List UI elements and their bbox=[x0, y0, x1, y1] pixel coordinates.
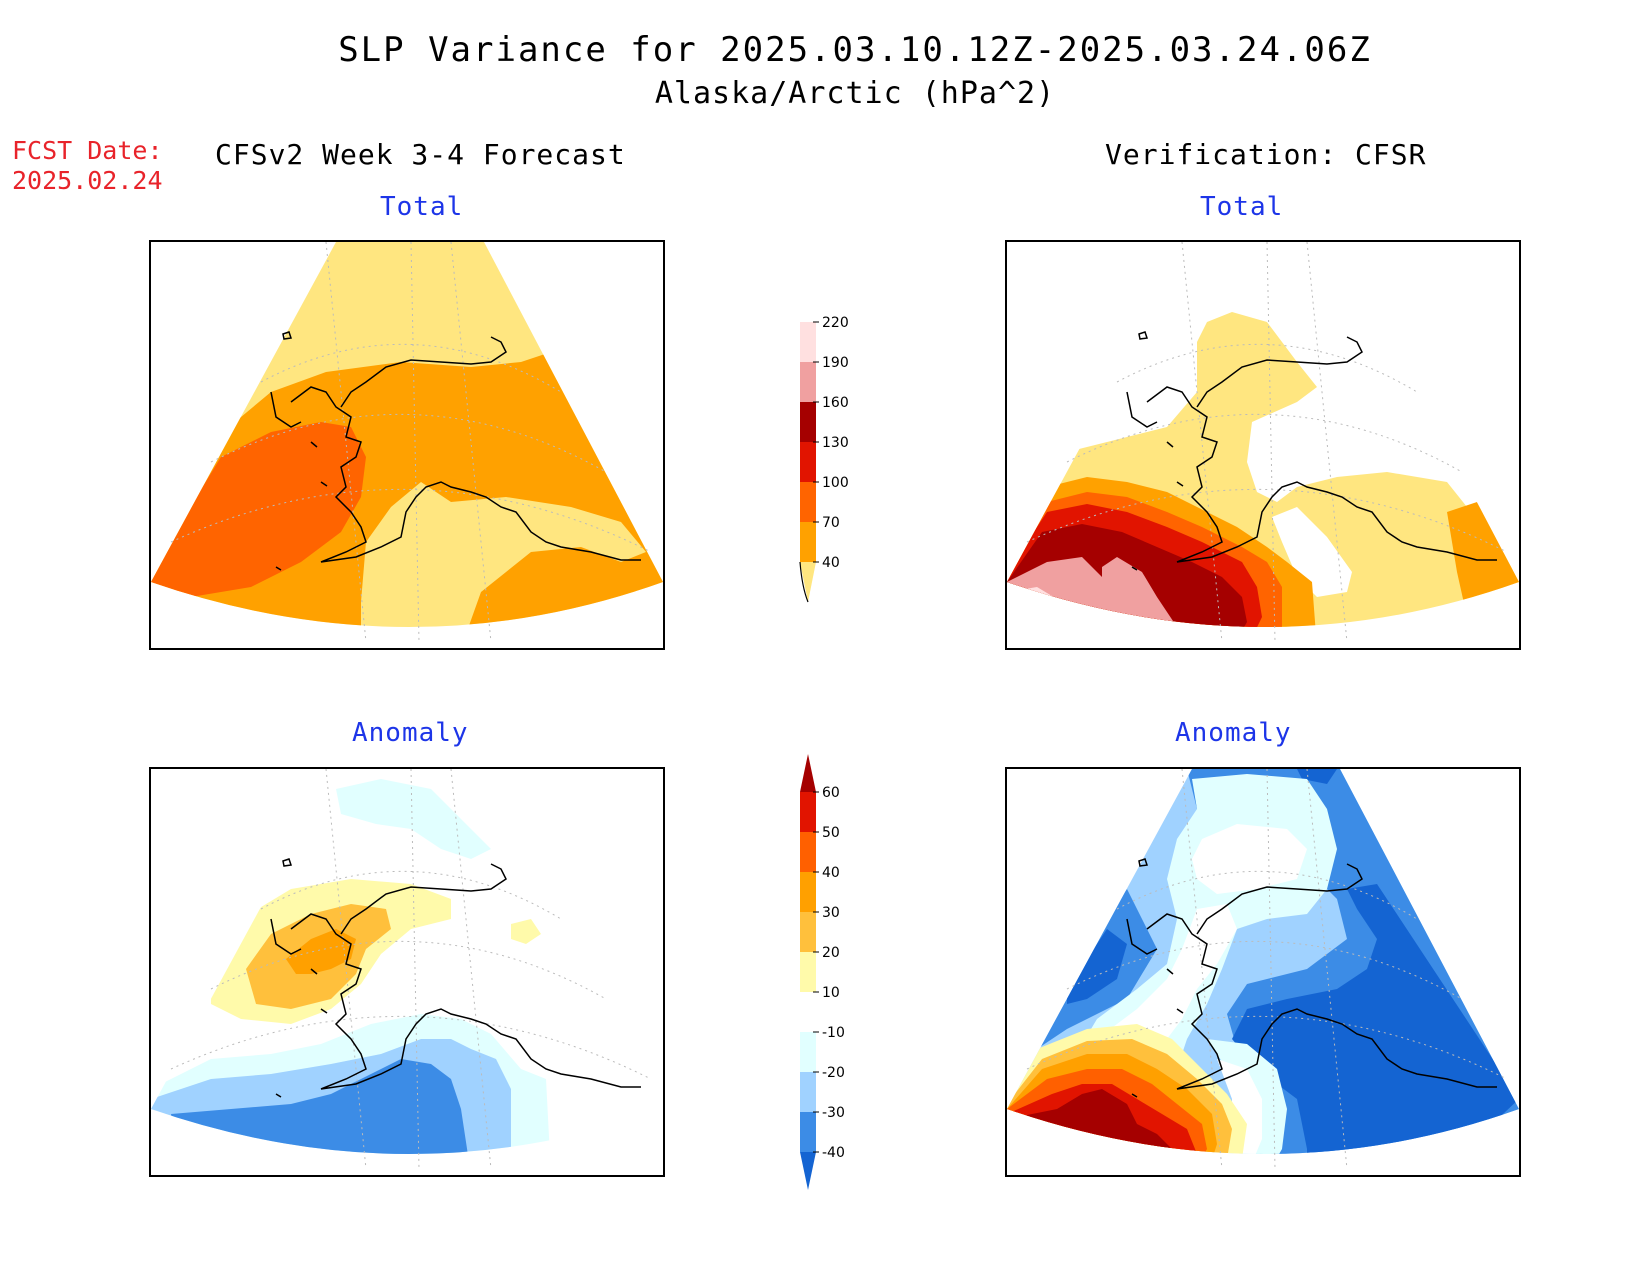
verification-anomaly-coastline bbox=[1126, 863, 1497, 1090]
total-colorbar-label: 100 bbox=[822, 475, 849, 491]
plot-title: SLP Variance for 2025.03.10.12Z-2025.03.… bbox=[338, 30, 1372, 70]
total-colorbar-label: 130 bbox=[822, 435, 849, 451]
anomaly-colorbar-label: 50 bbox=[822, 825, 840, 841]
anomaly-colorbar-label: 20 bbox=[822, 945, 840, 961]
total-colorbar-label: 220 bbox=[822, 315, 849, 331]
anomaly-colorbar-segment bbox=[800, 872, 816, 912]
total-colorbar-segment bbox=[800, 402, 816, 442]
anomaly-colorbar-label: 60 bbox=[822, 785, 840, 801]
total-colorbar-label: 160 bbox=[822, 395, 849, 411]
total-colorbar-segment bbox=[800, 362, 816, 402]
anomaly-colorbar-upper-triangle bbox=[800, 754, 816, 792]
verification-anomaly-title: Anomaly bbox=[1175, 718, 1292, 748]
total-colorbar-segment bbox=[800, 522, 816, 562]
total-colorbar-label: 190 bbox=[822, 355, 849, 371]
fcst-date: 2025.02.24 bbox=[12, 166, 163, 195]
forecast-total-contour-70 bbox=[151, 352, 663, 627]
anomaly-colorbar-segment bbox=[800, 912, 816, 952]
forecast-anomaly-contour-neg40 bbox=[211, 1159, 401, 1175]
anomaly-colorbar-label: -30 bbox=[822, 1105, 845, 1121]
forecast-anomaly-contour-30 bbox=[286, 929, 356, 974]
verification-anomaly-clear bbox=[1087, 824, 1307, 1154]
verification-column-title: Verification: CFSR bbox=[1105, 138, 1427, 171]
forecast-anomaly-title: Anomaly bbox=[352, 718, 469, 748]
forecast-column-title: CFSv2 Week 3-4 Forecast bbox=[215, 138, 626, 171]
total-colorbar-segment bbox=[800, 442, 816, 482]
anomaly-colorbar-lower-triangle bbox=[800, 1152, 816, 1190]
fcst-label: FCST Date: bbox=[12, 136, 163, 165]
plot-subtitle: Alaska/Arctic (hPa^2) bbox=[654, 76, 1056, 111]
forecast-total-coastline bbox=[270, 336, 641, 563]
anomaly-colorbar-segment bbox=[800, 832, 816, 872]
total-colorbar-lower-triangle bbox=[800, 562, 816, 602]
verification-total-clear bbox=[1272, 507, 1352, 597]
anomaly-colorbar-segment bbox=[800, 792, 816, 832]
total-colorbar: 40 70 100 130 160 190 220 bbox=[790, 282, 880, 612]
total-colorbar-label: 70 bbox=[822, 515, 840, 531]
forecast-total-contour-100 bbox=[151, 422, 366, 597]
anomaly-colorbar-segment bbox=[800, 952, 816, 992]
forecast-total-map bbox=[149, 240, 665, 650]
fcst-date-label: FCST Date: 2025.02.24 bbox=[12, 136, 163, 196]
verification-total-map bbox=[1005, 240, 1521, 650]
anomaly-colorbar-label: 40 bbox=[822, 865, 840, 881]
anomaly-colorbar-label: -40 bbox=[822, 1145, 845, 1161]
total-colorbar-label: 40 bbox=[822, 555, 840, 571]
anomaly-colorbar-segment bbox=[800, 1072, 816, 1112]
anomaly-colorbar-segment bbox=[800, 1032, 816, 1072]
anomaly-colorbar-label: 10 bbox=[822, 985, 840, 1001]
total-colorbar-segment bbox=[800, 322, 816, 362]
verification-total-title: Total bbox=[1200, 192, 1284, 222]
anomaly-colorbar-segment bbox=[800, 1112, 816, 1152]
forecast-total-title: Total bbox=[380, 192, 464, 222]
forecast-anomaly-coastline bbox=[270, 863, 641, 1090]
anomaly-colorbar-segment bbox=[800, 992, 816, 1032]
anomaly-colorbar-label: -20 bbox=[822, 1065, 845, 1081]
verification-anomaly-contour-neg40 bbox=[1067, 769, 1519, 1154]
anomaly-colorbar: -40 -30 -20 -10 10 20 30 40 50 60 bbox=[790, 752, 880, 1202]
anomaly-colorbar-label: -10 bbox=[822, 1025, 845, 1041]
anomaly-colorbar-label: 30 bbox=[822, 905, 840, 921]
verification-total-coastline bbox=[1126, 336, 1497, 563]
total-colorbar-segment bbox=[800, 482, 816, 522]
verification-anomaly-map bbox=[1005, 767, 1521, 1177]
forecast-anomaly-map bbox=[149, 767, 665, 1177]
